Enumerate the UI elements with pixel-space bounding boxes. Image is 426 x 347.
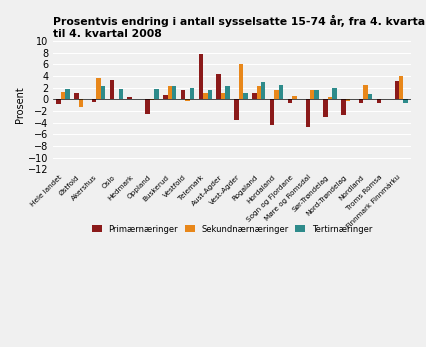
Bar (323, 99, 328, 117)
Bar (199, 54, 203, 99)
Bar (256, 86, 261, 99)
Bar (190, 87, 194, 99)
Bar (150, 99, 154, 100)
Bar (252, 93, 256, 99)
Bar (368, 94, 372, 99)
Bar (203, 93, 207, 99)
Bar (181, 90, 185, 99)
Bar (288, 99, 292, 103)
Bar (221, 93, 225, 99)
Bar (101, 86, 105, 99)
Bar (363, 85, 368, 99)
Bar (274, 91, 279, 99)
Bar (74, 93, 78, 99)
Bar (270, 99, 274, 125)
Bar (154, 89, 158, 99)
Bar (96, 78, 101, 99)
Bar (78, 99, 83, 107)
Bar (92, 99, 96, 102)
Bar (65, 89, 69, 99)
Bar (341, 99, 345, 115)
Bar (345, 99, 350, 101)
Bar (292, 96, 296, 99)
Bar (56, 99, 61, 104)
Bar (185, 99, 190, 101)
Bar (145, 99, 150, 114)
Bar (403, 99, 408, 103)
Bar (61, 92, 65, 99)
Bar (118, 89, 123, 99)
Bar (314, 91, 319, 99)
Bar (279, 85, 283, 99)
Bar (328, 98, 332, 99)
Bar (305, 99, 310, 127)
Y-axis label: Prosent: Prosent (15, 87, 25, 124)
Bar (163, 95, 167, 99)
Legend: Primærnæringer, Sekundnærnæringer, Tertirnæringer: Primærnæringer, Sekundnærnæringer, Terti… (89, 221, 376, 237)
Bar (261, 82, 265, 99)
Bar (207, 91, 212, 99)
Bar (234, 99, 239, 120)
Bar (167, 86, 172, 99)
Bar (332, 87, 337, 99)
Bar (394, 81, 399, 99)
Bar (399, 76, 403, 99)
Bar (239, 64, 243, 99)
Bar (359, 99, 363, 103)
Bar (172, 86, 176, 99)
Text: Prosentvis endring i antall sysselsatte 15-74 år, fra 4. kvartal 2007
til 4. kva: Prosentvis endring i antall sysselsatte … (53, 15, 426, 39)
Bar (216, 74, 221, 99)
Bar (377, 99, 381, 103)
Bar (109, 80, 114, 99)
Bar (225, 86, 230, 99)
Bar (243, 93, 248, 99)
Bar (310, 90, 314, 99)
Bar (127, 98, 132, 99)
